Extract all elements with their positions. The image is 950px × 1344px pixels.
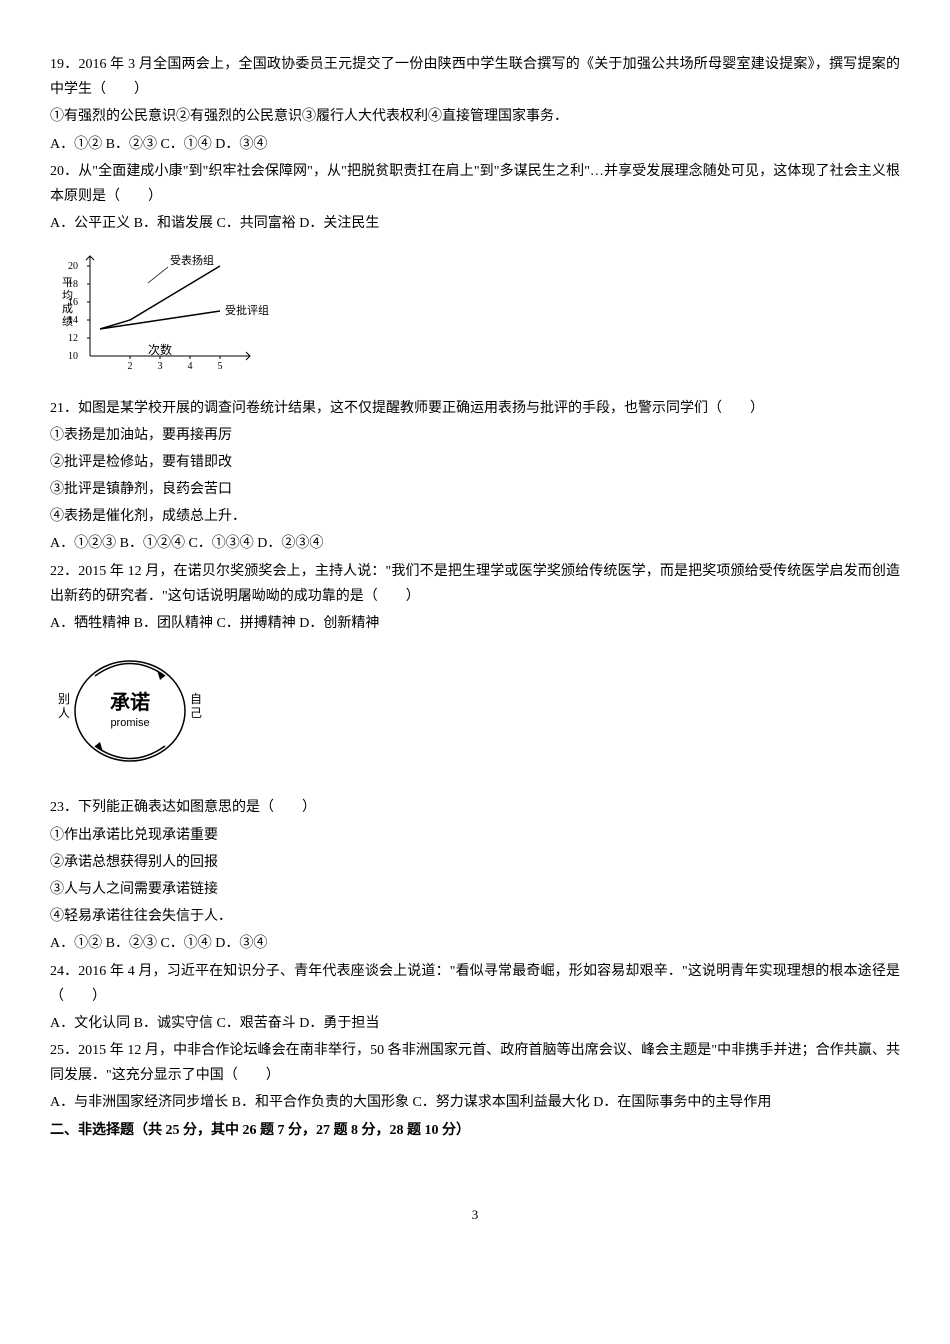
promise-left-label: 别 人	[58, 692, 70, 720]
q23-opt2: ②承诺总想获得别人的回报	[50, 850, 900, 875]
promise-right-label: 自 己	[190, 692, 202, 720]
q21-options: A．①②③ B．①②④ C．①③④ D．②③④	[50, 531, 900, 556]
q21-opt3: ③批评是镇静剂，良药会苦口	[50, 477, 900, 502]
svg-text:均: 均	[62, 289, 73, 302]
q23-opt1: ①作出承诺比兑现承诺重要	[50, 823, 900, 848]
promise-diagram: 别 人 自 己 承诺 promise	[50, 646, 210, 776]
q25-options: A．与非洲国家经济同步增长 B．和平合作负责的大国形象 C．努力谋求本国利益最大…	[50, 1090, 900, 1115]
svg-text:20: 20	[68, 261, 78, 272]
q24-options: A．文化认同 B．诚实守信 C．艰苦奋斗 D．勇于担当	[50, 1011, 900, 1036]
q21-opt4: ④表扬是催化剂，成绩总上升．	[50, 504, 900, 529]
page-number: 3	[50, 1203, 900, 1226]
svg-text:别: 别	[58, 692, 70, 706]
svg-text:3: 3	[158, 361, 163, 372]
q23-opt4: ④轻易承诺往往会失信于人．	[50, 904, 900, 929]
svg-text:自: 自	[190, 692, 202, 706]
line-chart-praise-criticism: 10 12 14 16 18 20 2 3 4 5 次数 平 均 成 绩 受表扬…	[50, 246, 270, 376]
svg-text:绩: 绩	[62, 315, 73, 328]
chart-series-criticized	[100, 311, 220, 329]
chart-label-praised: 受表扬组	[170, 253, 214, 267]
q22-text: 22．2015 年 12 月，在诺贝尔奖颁奖会上，主持人说："我们不是把生理学或…	[50, 559, 900, 609]
svg-text:12: 12	[68, 333, 78, 344]
q23-opt3: ③人与人之间需要承诺链接	[50, 877, 900, 902]
svg-text:5: 5	[218, 361, 223, 372]
svg-text:成: 成	[62, 302, 73, 315]
q22-options: A．牺牲精神 B．团队精神 C．拼搏精神 D．创新精神	[50, 611, 900, 636]
q20-options: A．公平正义 B．和谐发展 C．共同富裕 D．关注民生	[50, 211, 900, 236]
q21-opt1: ①表扬是加油站，要再接再厉	[50, 423, 900, 448]
svg-text:4: 4	[188, 361, 193, 372]
q19-options: A．①② B．②③ C．①④ D．③④	[50, 132, 900, 157]
section2-title: 二、非选择题（共 25 分，其中 26 题 7 分，27 题 8 分，28 题 …	[50, 1118, 900, 1143]
q21-opt2: ②批评是检修站，要有错即改	[50, 450, 900, 475]
chart-label-criticized: 受批评组	[225, 303, 269, 317]
svg-text:平: 平	[62, 277, 73, 289]
chart-x-ticks: 2 3 4 5 次数	[128, 342, 223, 372]
chart-y-label: 平 均 成 绩	[62, 277, 73, 328]
svg-text:人: 人	[58, 706, 70, 720]
promise-sub: promise	[110, 717, 149, 729]
q25-text: 25．2015 年 12 月，中非合作论坛峰会在南非举行，50 各非洲国家元首、…	[50, 1038, 900, 1088]
svg-text:2: 2	[128, 361, 133, 372]
q23-options: A．①② B．②③ C．①④ D．③④	[50, 931, 900, 956]
q20-text: 20．从"全面建成小康"到"织牢社会保障网"，从"把脱贫职责扛在肩上"到"多谋民…	[50, 159, 900, 209]
q19-text: 19．2016 年 3 月全国两会上，全国政协委员王元提交了一份由陕西中学生联合…	[50, 52, 900, 102]
promise-center: 承诺	[110, 691, 150, 714]
q23-text: 23．下列能正确表达如图意思的是（ ）	[50, 795, 900, 820]
chart-x-label: 次数	[148, 342, 172, 357]
q19-statements: ①有强烈的公民意识②有强烈的公民意识③履行人大代表权利④直接管理国家事务．	[50, 104, 900, 129]
svg-text:己: 己	[190, 706, 202, 720]
q21-text: 21．如图是某学校开展的调查问卷统计结果，这不仅提醒教师要正确运用表扬与批评的手…	[50, 396, 900, 421]
q24-text: 24．2016 年 4 月，习近平在知识分子、青年代表座谈会上说道："看似寻常最…	[50, 959, 900, 1009]
svg-text:10: 10	[68, 351, 78, 362]
